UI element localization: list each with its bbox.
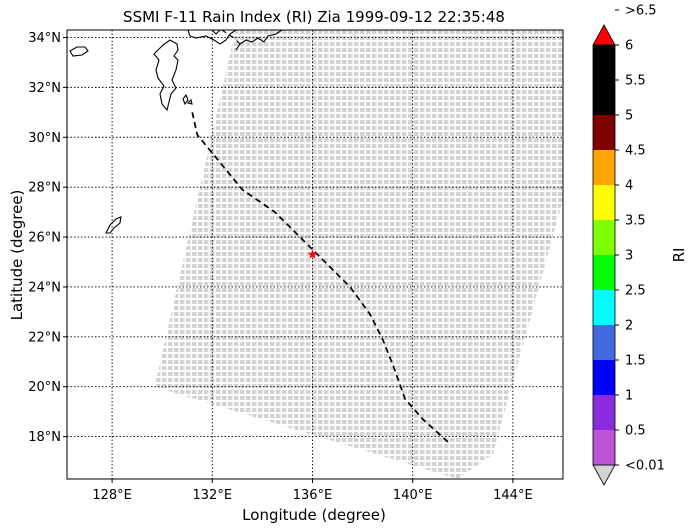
coastline-japan-honshu-south: [235, 30, 283, 51]
colorbar-tick-label: 4: [625, 179, 633, 194]
colorbar: <0.01 0.5 1 1.5 2 2.5 3 3.5 4 4.5 5 5.5 6 >6.5: [592, 4, 665, 486]
y-tick-label: 26°N: [28, 231, 61, 246]
y-axis-label: Latitude (degree): [8, 190, 26, 321]
colorbar-segment: [593, 185, 615, 220]
coastline-japan-border-dash: [221, 30, 241, 45]
x-tick-label: 128°E: [92, 488, 132, 503]
map-plot-area: 128°E 132°E 136°E 140°E 144°E 18°N 20°N 22°N 24…: [28, 29, 564, 503]
coastline-okinawa: [105, 216, 122, 234]
colorbar-segment: [593, 325, 615, 360]
x-tick-label: 144°E: [493, 488, 533, 503]
x-tick-label: 140°E: [393, 488, 433, 503]
coastline-japan-kyushu: [153, 39, 179, 112]
colorbar-segment: [593, 395, 615, 430]
coastline-japan-shikoku: [187, 30, 237, 45]
colorbar-tick-label: 5.5: [625, 74, 646, 89]
colorbar-segment: [593, 80, 615, 115]
colorbar-tick-label: >6.5: [625, 4, 657, 19]
typhoon-track: [191, 112, 451, 445]
coastline-korea-island: [69, 46, 89, 57]
x-tick-label: 132°E: [193, 488, 233, 503]
colorbar-tick-label: 0.5: [625, 424, 646, 439]
plot-frame: [66, 29, 564, 480]
colorbar-tick-label: 1.5: [625, 354, 646, 369]
colorbar-segment: [593, 430, 615, 465]
satellite-swath: [154, 30, 563, 479]
colorbar-tick-label: 4.5: [625, 144, 646, 159]
colorbar-tick-label: 3.5: [625, 214, 646, 229]
x-axis-label: Longitude (degree): [242, 506, 386, 524]
colorbar-segment: [593, 150, 615, 185]
y-tick-label: 18°N: [28, 430, 61, 445]
storm-center-marker: [307, 249, 318, 259]
colorbar-tick-label: 2.5: [625, 284, 646, 299]
y-tick-label: 22°N: [28, 330, 61, 345]
colorbar-extend-low: [592, 464, 616, 486]
y-tick-label: 34°N: [28, 31, 61, 46]
gridlines: [67, 30, 563, 479]
colorbar-segment: [593, 290, 615, 325]
y-tick-label: 30°N: [28, 131, 61, 146]
colorbar-segment: [593, 45, 615, 80]
colorbar-tick-label: <0.01: [625, 459, 665, 474]
colorbar-tick-label: 3: [625, 249, 633, 264]
coastline-ryukyu-small: [182, 93, 189, 106]
chart-title: SSMI F-11 Rain Index (RI) Zia 1999-09-12…: [123, 8, 505, 26]
colorbar-segment: [593, 220, 615, 255]
colorbar-segment: [593, 255, 615, 290]
y-tick-label: 28°N: [28, 181, 61, 196]
colorbar-tick-label: 2: [625, 319, 633, 334]
coastline-japan-kii: [211, 30, 221, 35]
y-axis-ticks: 18°N 20°N 22°N 24°N 26°N 28°N 30°N 32°N 34°N: [28, 31, 67, 445]
x-axis-ticks: 128°E 132°E 136°E 140°E 144°E: [92, 479, 533, 503]
y-tick-label: 24°N: [28, 280, 61, 295]
colorbar-segment: [593, 360, 615, 395]
colorbar-tick-label: 6: [625, 39, 633, 54]
coastline-ryukyu-small-2: [186, 98, 193, 105]
coastlines: [69, 30, 283, 234]
colorbar-label: RI: [670, 248, 688, 263]
colorbar-segment: [593, 115, 615, 150]
y-tick-label: 32°N: [28, 81, 61, 96]
y-tick-label: 20°N: [28, 380, 61, 395]
colorbar-extend-high: [592, 24, 616, 46]
colorbar-tick-label: 1: [625, 389, 633, 404]
x-tick-label: 136°E: [293, 488, 333, 503]
storm-center-star: [307, 249, 318, 259]
colorbar-tick-label: 5: [625, 109, 633, 124]
